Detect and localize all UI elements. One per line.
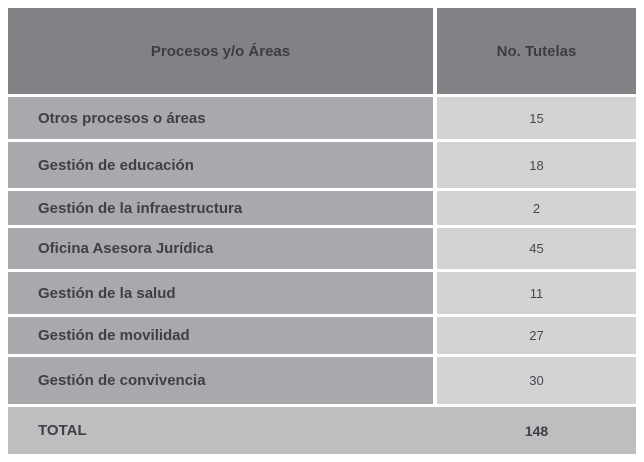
total-row: TOTAL 148	[8, 407, 636, 454]
row-value: 11	[437, 272, 636, 314]
table-row: Gestión de movilidad 27	[8, 317, 636, 354]
table-header-row: Procesos y/o Áreas No. Tutelas	[8, 8, 636, 94]
table-row: Oficina Asesora Jurídica 45	[8, 228, 636, 269]
row-label: Gestión de la infraestructura	[8, 191, 433, 225]
header-cell-tutelas: No. Tutelas	[437, 8, 636, 94]
row-label: Otros procesos o áreas	[8, 97, 433, 139]
row-value: 27	[437, 317, 636, 354]
row-label: Gestión de educación	[8, 142, 433, 188]
tutelas-table: Procesos y/o Áreas No. Tutelas Otros pro…	[8, 8, 636, 454]
row-value: 15	[437, 97, 636, 139]
row-value: 2	[437, 191, 636, 225]
row-label: Oficina Asesora Jurídica	[8, 228, 433, 269]
table-row: Gestión de la salud 11	[8, 272, 636, 314]
row-label: Gestión de convivencia	[8, 357, 433, 404]
table-row: Otros procesos o áreas 15	[8, 97, 636, 139]
table-row: Gestión de la infraestructura 2	[8, 191, 636, 225]
total-label: TOTAL	[38, 422, 87, 439]
total-value: 148	[524, 422, 549, 439]
row-value: 30	[437, 357, 636, 404]
table-row: Gestión de educación 18	[8, 142, 636, 188]
row-label: Gestión de la salud	[8, 272, 433, 314]
table-row: Gestión de convivencia 30	[8, 357, 636, 404]
row-label: Gestión de movilidad	[8, 317, 433, 354]
row-value: 45	[437, 228, 636, 269]
header-cell-procesos: Procesos y/o Áreas	[8, 8, 433, 94]
row-value: 18	[437, 142, 636, 188]
